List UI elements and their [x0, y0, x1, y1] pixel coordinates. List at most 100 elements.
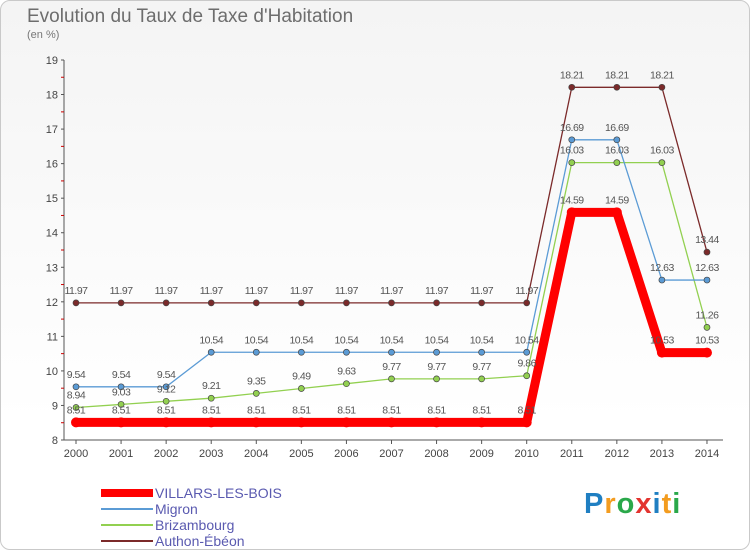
y-tick-label: 16 [46, 159, 58, 171]
data-label: 12.63 [650, 262, 674, 274]
x-tick-label: 2010 [514, 448, 538, 460]
data-label: 10.53 [650, 335, 674, 347]
data-point [523, 372, 531, 380]
data-label: 10.54 [470, 334, 494, 346]
x-tick-label: 2004 [244, 448, 268, 460]
y-tick-label: 14 [46, 228, 58, 240]
data-label: 14.59 [560, 194, 584, 206]
y-tick-label: 11 [47, 331, 58, 343]
data-point [568, 159, 576, 166]
data-label: 16.69 [605, 122, 629, 134]
logo-letter: P [584, 488, 605, 520]
data-point [117, 299, 125, 307]
data-label: 10.54 [244, 334, 268, 346]
data-label: 11.97 [515, 285, 539, 297]
data-point [701, 347, 712, 358]
data-point [162, 299, 170, 307]
data-point [478, 348, 485, 356]
data-label: 9.21 [202, 380, 221, 392]
data-point [523, 348, 531, 356]
data-label: 11.97 [470, 285, 494, 297]
data-point [252, 299, 260, 307]
data-label: 8.51 [157, 404, 176, 416]
data-point [478, 375, 485, 383]
data-point [161, 417, 172, 428]
data-point [207, 299, 215, 307]
data-point [252, 390, 260, 397]
logo-letter: i [652, 488, 662, 520]
data-label: 11.97 [110, 285, 134, 297]
y-tick-label: 15 [46, 193, 58, 205]
data-point [72, 383, 80, 391]
chart-title: Evolution du Taux de Taxe d'Habitation [27, 6, 354, 27]
data-label: 10.54 [515, 334, 539, 346]
y-tick-label: 17 [46, 124, 58, 136]
data-label: 10.54 [289, 334, 313, 346]
data-point [566, 207, 577, 218]
data-point [207, 394, 215, 402]
x-tick-label: 2014 [695, 448, 719, 460]
data-label: 18.21 [605, 69, 629, 81]
data-label: 8.51 [472, 404, 491, 416]
legend-label: Migron [155, 501, 198, 517]
data-label: 9.77 [472, 361, 491, 373]
logo-letter: t [661, 488, 673, 520]
data-point [478, 299, 485, 307]
data-label: 9.77 [382, 361, 401, 373]
data-label: 11.97 [290, 285, 314, 297]
x-tick-label: 2008 [424, 448, 448, 460]
data-point [658, 83, 666, 91]
x-tick-label: 2013 [650, 448, 674, 460]
data-point [388, 348, 395, 356]
data-label: 9.35 [247, 375, 266, 387]
data-label: 16.69 [560, 122, 584, 134]
data-label: 14.59 [605, 194, 629, 206]
data-point [162, 397, 170, 405]
data-point [116, 417, 127, 428]
data-point [613, 136, 621, 144]
x-tick-label: 2007 [379, 448, 403, 460]
data-label: 18.21 [650, 69, 674, 81]
data-point [296, 417, 307, 428]
data-point [71, 417, 81, 428]
data-point [162, 383, 170, 391]
data-label: 11.97 [65, 285, 89, 297]
data-label: 11.97 [425, 285, 449, 297]
y-tick-label: 18 [46, 90, 58, 102]
data-label: 9.03 [112, 386, 131, 398]
data-label: 9.54 [67, 369, 86, 381]
data-label: 10.54 [335, 334, 359, 346]
data-label: 8.51 [517, 404, 536, 416]
data-point [433, 375, 440, 383]
data-point [251, 417, 262, 428]
data-label: 9.77 [427, 361, 446, 373]
data-point [476, 417, 487, 428]
data-point [613, 159, 621, 166]
data-point [343, 348, 350, 356]
data-label: 9.49 [292, 371, 311, 383]
data-point [611, 207, 622, 218]
data-point [431, 417, 442, 428]
data-label: 8.51 [337, 404, 356, 416]
data-point [117, 383, 125, 391]
logo-letter: o [616, 488, 636, 520]
data-label: 10.53 [695, 335, 719, 347]
logo-letter: i [672, 488, 682, 520]
data-label: 9.86 [517, 358, 536, 370]
data-point [298, 385, 305, 392]
data-point [298, 348, 305, 356]
x-tick-label: 2011 [560, 448, 584, 460]
data-point [388, 375, 395, 383]
data-label: 11.97 [155, 285, 179, 297]
data-point [656, 347, 667, 358]
data-label: 11.97 [200, 285, 224, 297]
logo-letter: x [635, 488, 653, 520]
x-tick-label: 2002 [154, 448, 178, 460]
data-point [433, 299, 440, 307]
x-tick-label: 2000 [64, 448, 88, 460]
data-point [613, 83, 621, 91]
data-point [343, 299, 350, 307]
data-point [343, 380, 350, 388]
data-label: 10.54 [380, 334, 404, 346]
